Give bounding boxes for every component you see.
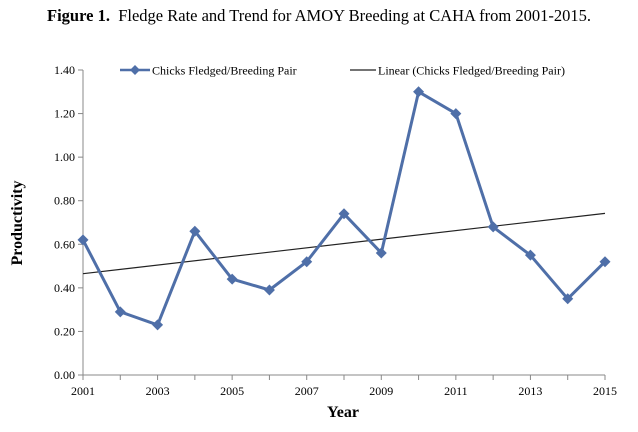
- legend-trend-label: Linear (Chicks Fledged/Breeding Pair): [378, 64, 565, 78]
- x-tick-label: 2005: [220, 384, 244, 398]
- data-point-marker: [263, 284, 275, 296]
- trendline-path: [82, 212, 606, 275]
- figure-label: Figure 1.: [47, 6, 110, 25]
- legend-series-label: Chicks Fledged/Breeding Pair: [152, 64, 297, 78]
- trendline: [82, 212, 606, 275]
- y-tick-label: 0.60: [54, 237, 75, 251]
- x-tick-label: 2009: [369, 384, 393, 398]
- data-point-marker: [413, 86, 425, 98]
- data-point-marker: [301, 256, 313, 268]
- x-tick-label: 2015: [593, 384, 617, 398]
- data-point-marker: [338, 208, 350, 220]
- data-point-marker: [114, 306, 126, 318]
- y-tick-label: 0.20: [54, 324, 75, 338]
- y-tick-label: 0.80: [54, 194, 75, 208]
- data-series: [77, 86, 611, 331]
- x-tick-label: 2003: [146, 384, 170, 398]
- x-axis-ticks: 2001 2003 2005 2007 2009 2011 2013 2015: [71, 375, 617, 398]
- legend[interactable]: Chicks Fledged/Breeding Pair Linear (Chi…: [120, 64, 565, 78]
- data-point-marker: [562, 293, 574, 305]
- figure-title: Figure 1. Fledge Rate and Trend for AMOY…: [0, 6, 638, 26]
- y-axis-label: Productivity: [9, 180, 26, 265]
- legend-series-swatch-marker: [130, 65, 140, 75]
- figure-caption: Fledge Rate and Trend for AMOY Breeding …: [118, 6, 591, 25]
- y-tick-label: 0.40: [54, 281, 75, 295]
- x-tick-label: 2013: [518, 384, 542, 398]
- x-tick-label: 2001: [71, 384, 95, 398]
- data-point-marker: [599, 256, 611, 268]
- data-point-marker: [375, 247, 387, 259]
- y-tick-label: 1.00: [54, 150, 75, 164]
- data-point-marker: [487, 221, 499, 233]
- y-tick-label: 0.00: [54, 368, 75, 382]
- data-point-marker: [226, 273, 238, 285]
- data-point-marker: [189, 225, 201, 237]
- x-axis-label: Year: [327, 404, 359, 421]
- data-point-marker: [524, 249, 536, 261]
- y-tick-label: 1.20: [54, 107, 75, 121]
- x-tick-label: 2011: [444, 384, 468, 398]
- data-point-marker: [152, 319, 164, 331]
- y-tick-label: 1.40: [54, 63, 75, 77]
- data-point-marker: [450, 108, 462, 120]
- data-point-marker: [77, 234, 89, 246]
- y-axis-ticks: 0.00 0.20 0.40 0.60 0.80 1.00 1.20 1.40: [54, 63, 83, 382]
- x-tick-label: 2007: [295, 384, 319, 398]
